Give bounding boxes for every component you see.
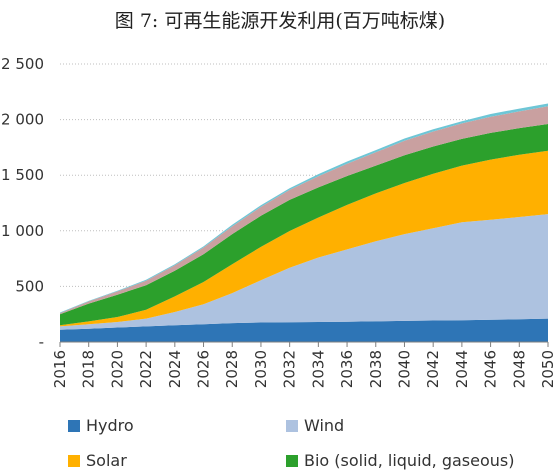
area-series-4	[60, 106, 548, 315]
x-tick-label: 2038	[367, 350, 385, 388]
area-series-0	[60, 318, 548, 342]
y-tick-label: 2 500	[1, 55, 44, 73]
legend-label-solar: Solar	[86, 451, 127, 470]
x-tick-label: 2018	[80, 350, 98, 388]
x-tick-label: 2020	[108, 350, 126, 388]
legend-item-solar: Solar	[68, 451, 127, 470]
x-tick-label: 2048	[510, 350, 528, 388]
x-tick-label: 2028	[223, 350, 241, 388]
legend-item-wind: Wind	[286, 416, 344, 435]
legend-swatch-wind	[286, 419, 298, 432]
x-tick-label: 2032	[281, 350, 299, 388]
area-series-1	[60, 214, 548, 330]
legend-label-wind: Wind	[304, 416, 345, 435]
area-series-3	[60, 124, 548, 326]
x-tick-label: 2024	[166, 350, 184, 388]
legend-item-hydro: Hydro	[68, 416, 134, 435]
x-tick-label: 2034	[309, 350, 327, 388]
x-tick-label: 2050	[539, 350, 557, 388]
x-tick-label: 2026	[195, 350, 213, 388]
y-tick-label: 1 000	[1, 222, 44, 240]
y-tick-label: 2 000	[1, 111, 44, 129]
legend-label-bio: Bio (solid, liquid, gaseous)	[304, 451, 515, 470]
x-tick-label: 2046	[482, 350, 500, 388]
x-tick-label: 2044	[453, 350, 471, 388]
y-tick-label: 500	[15, 277, 44, 295]
x-tick-label: 2022	[137, 350, 155, 388]
y-tick-label: 1 500	[1, 166, 44, 184]
x-tick-label: 2016	[51, 350, 69, 388]
area-series-5	[60, 103, 548, 314]
area-series-2	[60, 150, 548, 327]
y-tick-label: -	[39, 333, 44, 351]
x-tick-label: 2040	[395, 350, 413, 388]
x-tick-label: 2030	[252, 350, 270, 388]
x-tick-label: 2036	[338, 350, 356, 388]
chart-title: 图 7: 可再生能源开发利用(百万吨标煤)	[114, 10, 446, 32]
legend-item-bio: Bio (solid, liquid, gaseous)	[286, 451, 515, 470]
legend-swatch-solar	[68, 454, 80, 467]
legend-swatch-hydro	[68, 419, 80, 432]
legend-label-hydro: Hydro	[86, 416, 134, 435]
legend-swatch-bio	[286, 454, 298, 467]
x-tick-label: 2042	[424, 350, 442, 388]
